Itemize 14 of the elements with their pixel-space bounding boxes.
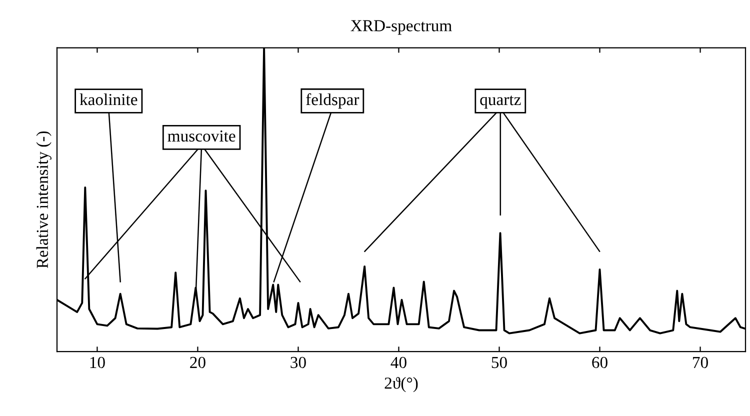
x-tick-label: 50 bbox=[492, 356, 507, 368]
x-tick-label: 20 bbox=[190, 356, 206, 368]
x-tick-label: 70 bbox=[693, 356, 708, 368]
chart-title: XRD-spectrum bbox=[350, 20, 452, 35]
annotation: kaolinite bbox=[80, 93, 138, 106]
x-axis-title: 2ϑ(°) bbox=[384, 377, 418, 392]
annotation: quartz bbox=[480, 96, 521, 109]
y-axis-title: Relative intensity (-) bbox=[36, 131, 52, 268]
x-tick-label: 30 bbox=[290, 356, 306, 368]
annotation: feldspar bbox=[306, 93, 360, 109]
annotation: muscovite bbox=[168, 130, 236, 142]
x-tick-label: 60 bbox=[592, 356, 608, 368]
x-tick-label: 40 bbox=[390, 356, 406, 368]
x-tick-label: 10 bbox=[90, 356, 105, 368]
